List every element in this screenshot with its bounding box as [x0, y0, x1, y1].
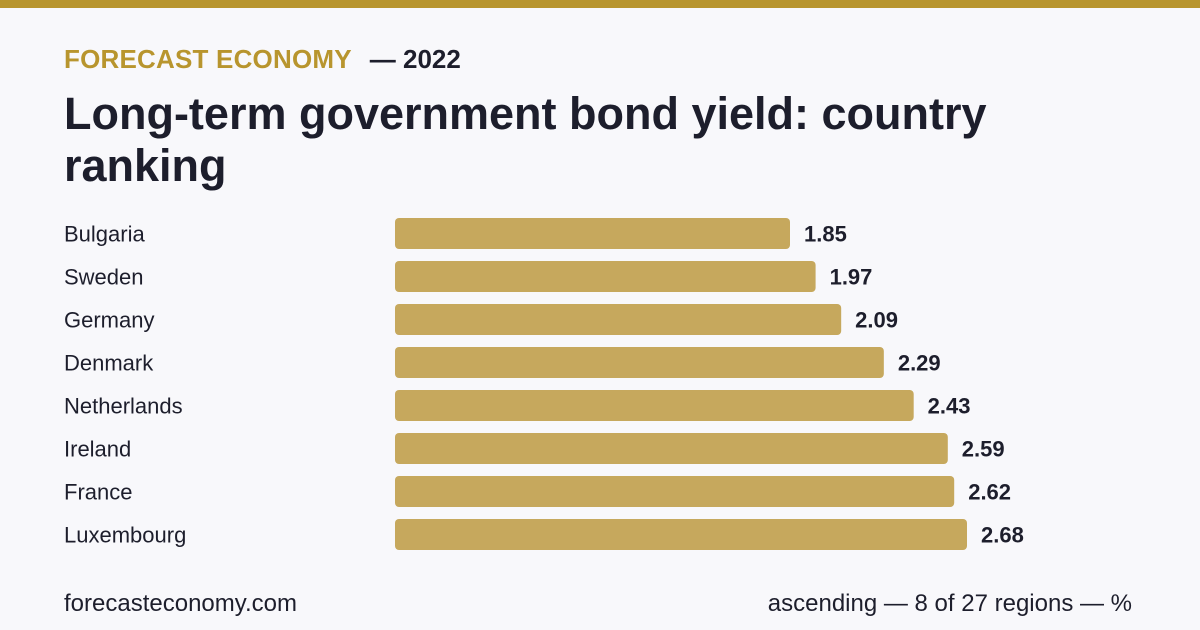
bar-france	[395, 476, 955, 507]
source-site: forecasteconomy.com	[64, 590, 297, 617]
category-label: Sweden	[64, 265, 144, 290]
value-label: 2.43	[928, 394, 971, 419]
chart-note: ascending — 8 of 27 regions — %	[767, 590, 1132, 617]
value-label: 2.09	[855, 308, 898, 333]
bar-luxembourg	[395, 519, 967, 550]
bar-sweden	[395, 261, 816, 292]
bar-denmark	[395, 347, 884, 378]
top-accent-bar	[0, 0, 1200, 8]
value-label: 2.68	[981, 523, 1024, 548]
category-label: France	[64, 480, 132, 505]
year-label: — 2022	[369, 44, 461, 74]
chart-title: Long-term government bond yield: country…	[64, 88, 987, 191]
bar-germany	[395, 304, 842, 335]
value-label: 2.29	[898, 351, 941, 376]
value-label: 2.59	[962, 437, 1005, 462]
value-label: 1.85	[804, 222, 847, 247]
bar-bulgaria	[395, 218, 790, 249]
value-label: 2.62	[968, 480, 1011, 505]
bar-netherlands	[395, 390, 914, 421]
value-label: 1.97	[830, 265, 873, 290]
category-label: Netherlands	[64, 394, 183, 419]
category-label: Luxembourg	[64, 523, 186, 548]
kicker: FORECAST ECONOMY — 2022	[64, 44, 461, 75]
category-label: Germany	[64, 308, 154, 333]
category-label: Bulgaria	[64, 222, 145, 247]
bar-ireland	[395, 433, 948, 464]
brand-label: FORECAST ECONOMY	[64, 44, 352, 74]
category-label: Denmark	[64, 351, 154, 376]
category-label: Ireland	[64, 437, 131, 462]
